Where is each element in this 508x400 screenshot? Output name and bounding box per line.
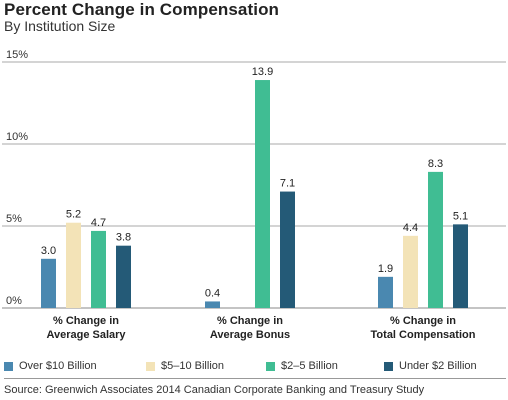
- bar: [403, 235, 418, 308]
- legend-label: $2–5 Billion: [281, 360, 338, 372]
- data-label: 7.1: [280, 178, 295, 190]
- data-label: 3.0: [41, 245, 56, 257]
- legend-item: $5–10 Billion: [146, 360, 224, 372]
- data-label: 4.7: [91, 217, 106, 229]
- bar: [280, 191, 295, 308]
- data-label: 8.3: [428, 158, 443, 170]
- legend-swatch: [4, 361, 13, 371]
- bar: [41, 258, 56, 308]
- legend-swatch: [146, 361, 155, 371]
- data-label: 0.4: [205, 287, 220, 299]
- legend-item: Over $10 Billion: [4, 360, 97, 372]
- chart-title: Percent Change in Compensation: [4, 0, 280, 19]
- bars: [41, 80, 468, 308]
- gridlines: [2, 61, 506, 309]
- source-note: Source: Greenwich Associates 2014 Canadi…: [4, 384, 425, 396]
- y-axis-ticks: 0% 5% 10% 15%: [6, 49, 28, 307]
- bar: [205, 301, 220, 308]
- chart-subtitle: By Institution Size: [4, 18, 116, 34]
- data-label: 4.4: [403, 222, 418, 234]
- y-tick-label: 5%: [6, 213, 22, 225]
- bar: [116, 245, 131, 308]
- bar: [91, 230, 106, 308]
- y-tick-label: 15%: [6, 49, 28, 61]
- category-label: % Change in: [217, 315, 283, 327]
- bar: [66, 222, 81, 308]
- bar: [453, 224, 468, 308]
- legend: Over $10 Billion $5–10 Billion $2–5 Billio…: [4, 360, 508, 376]
- data-label: 1.9: [378, 263, 393, 275]
- category-label: % Change in: [390, 315, 456, 327]
- legend-item: Under $2 Billion: [384, 360, 477, 372]
- y-tick-label: 10%: [6, 131, 28, 143]
- legend-label: Over $10 Billion: [19, 360, 97, 372]
- bar: [428, 171, 443, 308]
- legend-swatch: [384, 361, 393, 371]
- data-label: 5.2: [66, 209, 81, 221]
- legend-item: $2–5 Billion: [266, 360, 338, 372]
- source-divider: [4, 378, 506, 379]
- data-label: 3.8: [116, 232, 131, 244]
- category-label: Average Salary: [46, 329, 126, 341]
- bar: [378, 276, 393, 308]
- bar-chart: 0% 5% 10% 15% 3.0 5.2 4.7 3.8 0.4 13.9 7.1 1.9 4.4 8…: [2, 49, 506, 341]
- legend-swatch: [266, 361, 275, 371]
- data-label: 5.1: [453, 210, 468, 222]
- legend-label: $5–10 Billion: [161, 360, 224, 372]
- category-label: Average Bonus: [210, 329, 290, 341]
- bar: [255, 80, 270, 308]
- legend-label: Under $2 Billion: [399, 360, 477, 372]
- data-labels: 3.0 5.2 4.7 3.8 0.4 13.9 7.1 1.9 4.4 8.3 5.1: [41, 66, 468, 299]
- category-label: Total Compensation: [371, 329, 476, 341]
- data-label: 13.9: [252, 66, 273, 78]
- y-tick-label: 0%: [6, 295, 22, 307]
- category-labels: % Change in Average Salary % Change in Aver…: [46, 315, 475, 341]
- category-label: % Change in: [53, 315, 119, 327]
